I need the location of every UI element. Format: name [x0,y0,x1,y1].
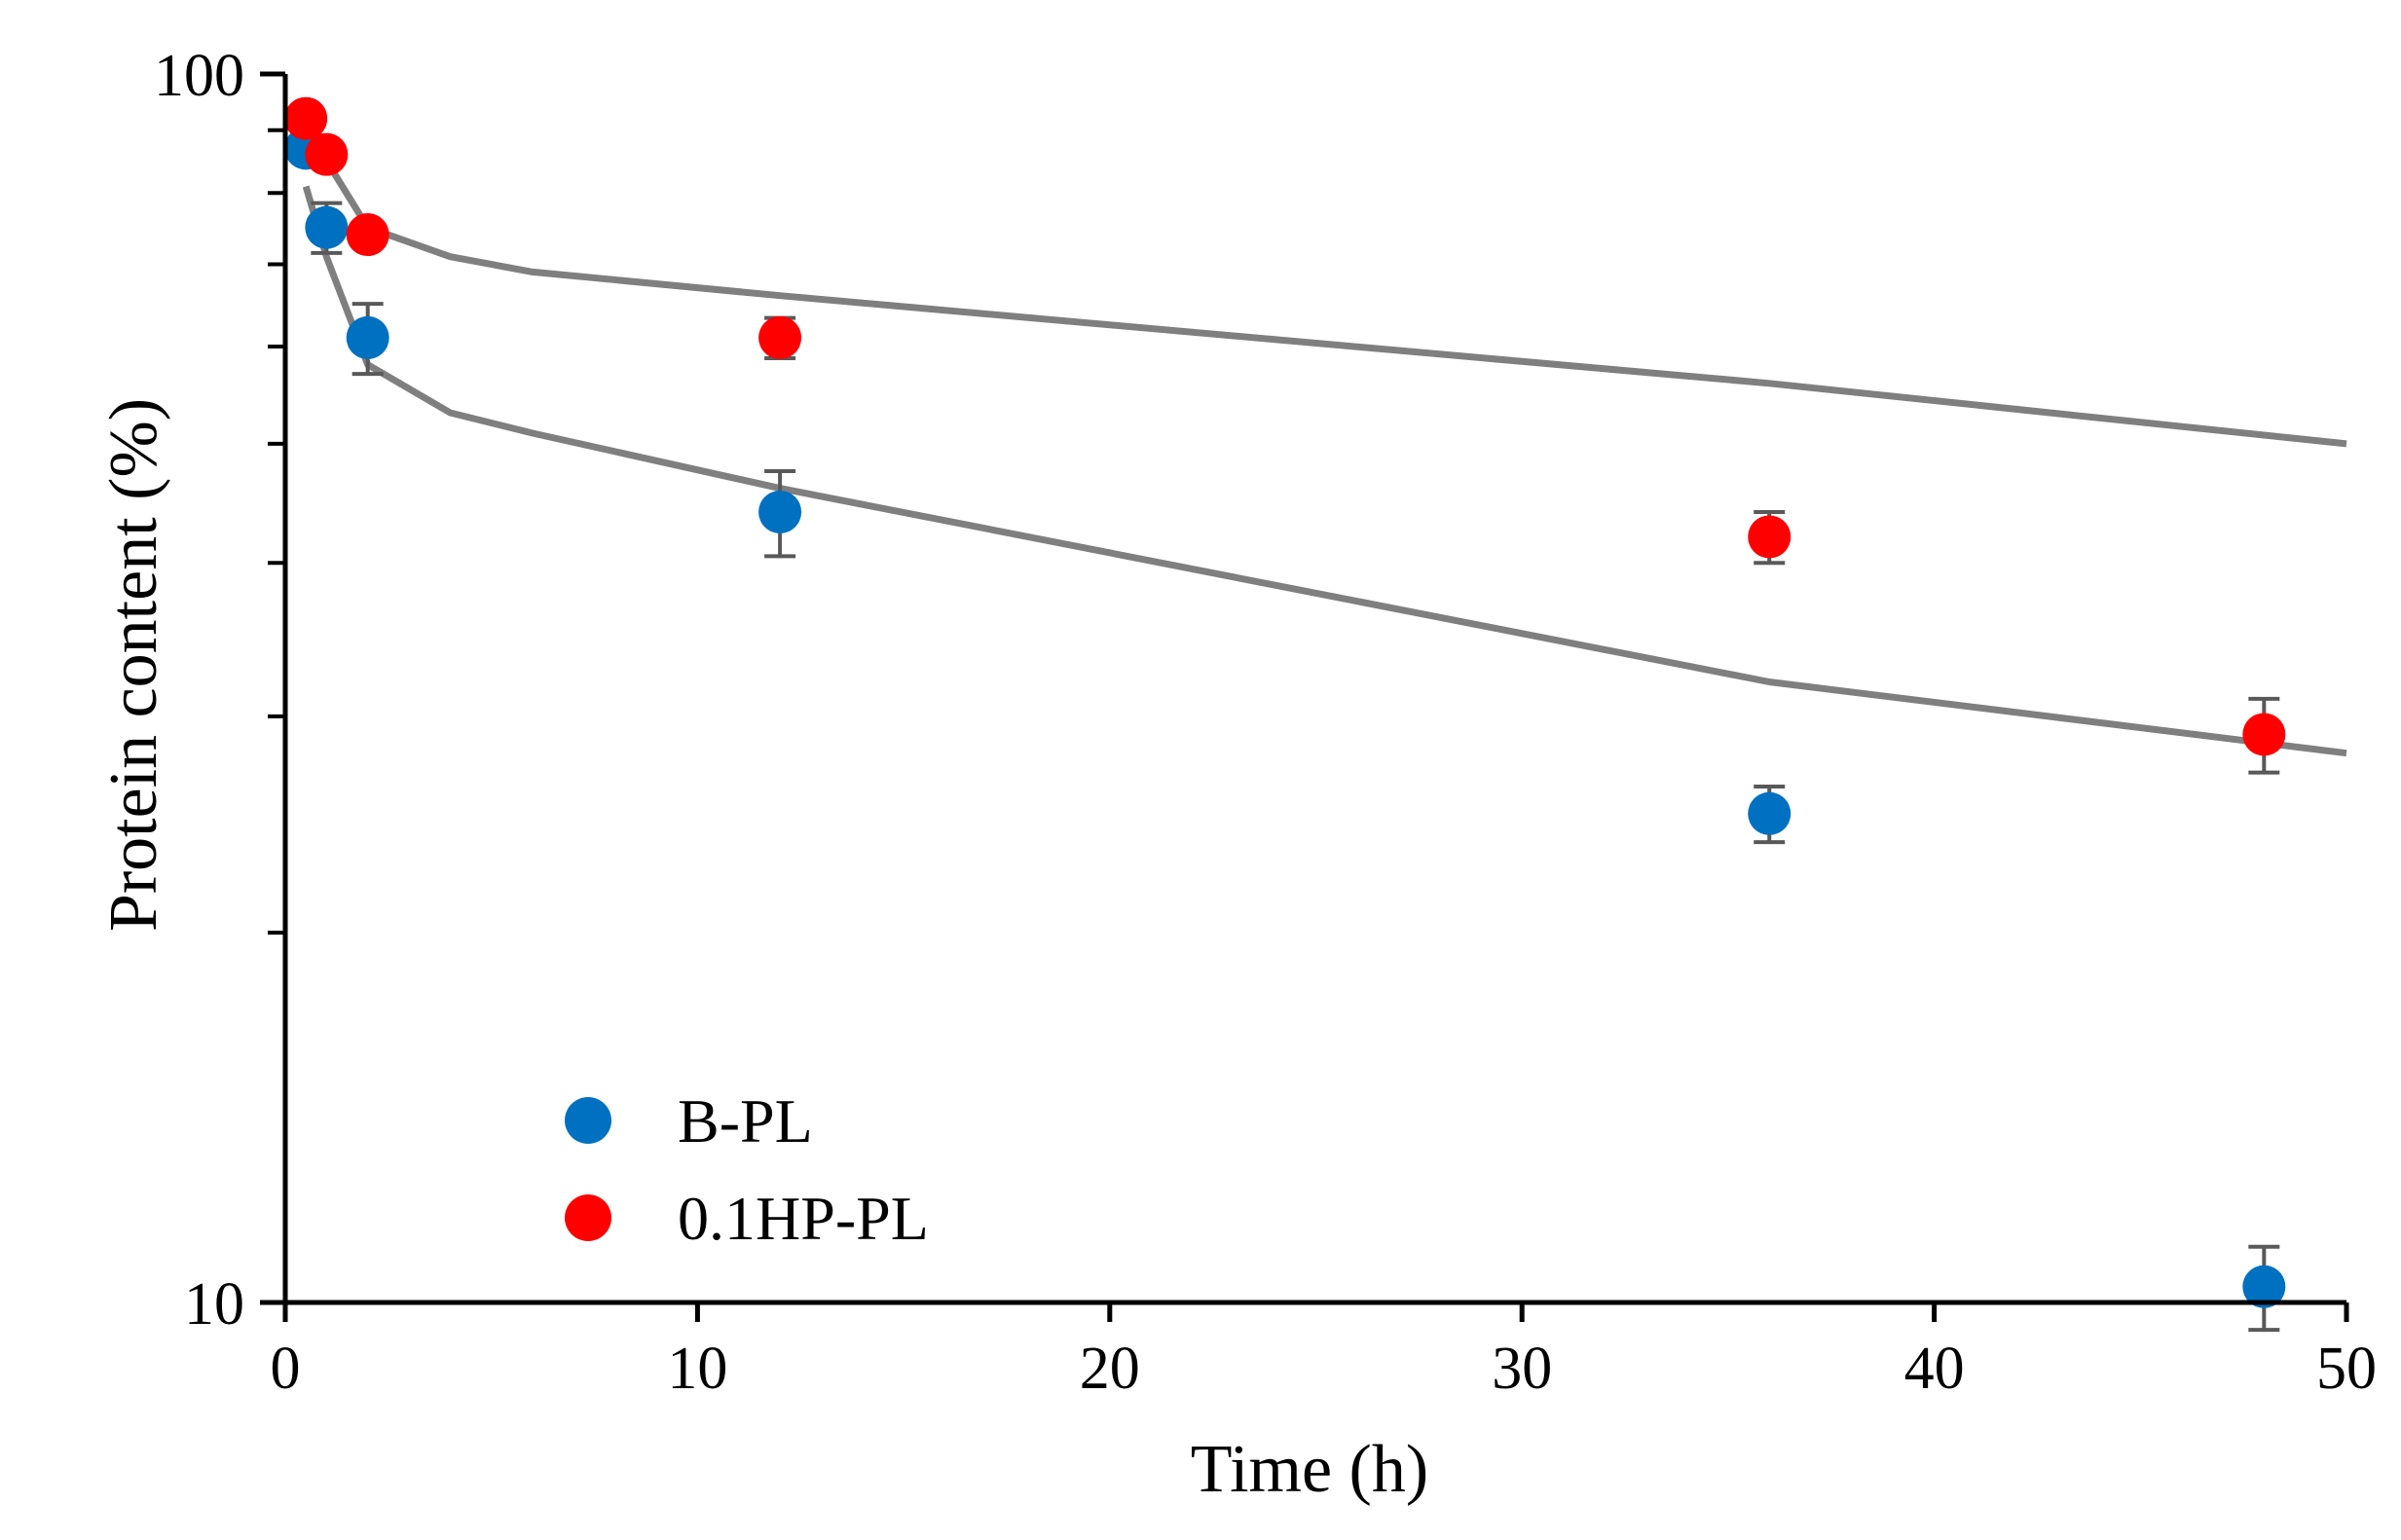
fit-lines [302,128,2347,757]
x-tick-label: 20 [1080,1336,1140,1402]
data-points [284,96,2286,1308]
b-pl-point [758,490,802,533]
0-1hp-pl-point [284,96,328,140]
legend: B-PL 0.1HP-PL [565,1086,929,1253]
0-1hp-pl-point [758,315,802,359]
legend-label-0-1hp-pl: 0.1HP-PL [678,1184,929,1253]
0-1hp-pl-fit [303,128,2347,448]
0-1hp-pl-point [346,213,389,257]
y-axis-title: Protein content (%) [96,398,171,932]
0-1hp-pl-point [1748,515,1792,559]
x-tick-label: 10 [667,1336,727,1402]
0-1hp-pl-point [305,132,349,176]
tick-labels: 0 10 20 30 40 50 10 100 [154,43,2377,1402]
x-axis-title: Time (h) [1191,1432,1428,1507]
legend-label-b-pl: B-PL [678,1086,813,1155]
x-tick-label: 30 [1492,1336,1552,1402]
legend-marker-0-1hp-pl [565,1194,611,1241]
0-1hp-pl-point [2242,713,2286,756]
b-pl-point [2242,1265,2286,1308]
x-tick-label: 50 [2316,1336,2377,1402]
x-tick-label: 0 [271,1336,301,1402]
x-tick-label: 40 [1904,1336,1965,1402]
b-pl-point [1748,791,1792,835]
b-pl-point [305,205,349,249]
legend-marker-b-pl [565,1097,611,1144]
b-pl-point [346,315,389,359]
error-bars [311,201,2280,1333]
b-pl-fit [302,185,2347,757]
y-tick-label: 100 [154,43,244,109]
axes [260,71,2349,1322]
y-tick-label: 10 [184,1271,244,1338]
